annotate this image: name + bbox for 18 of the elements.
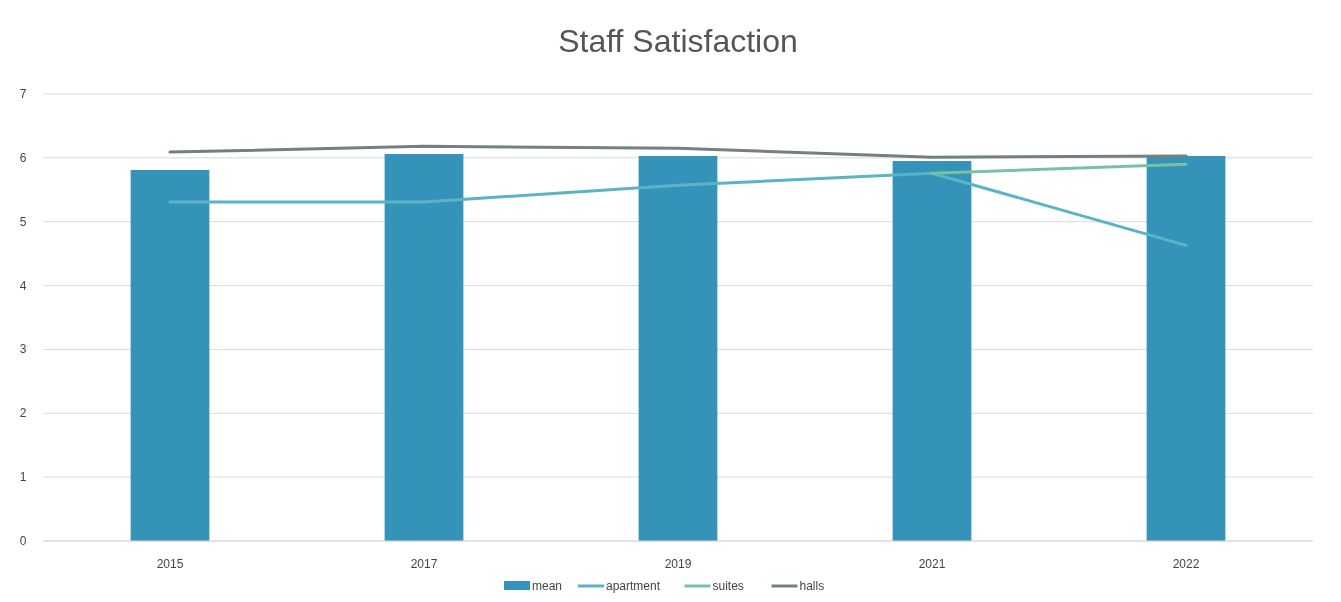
y-tick-label: 6	[19, 150, 27, 165]
chart-title: Staff Satisfaction	[558, 23, 798, 59]
x-tick-label: 2017	[410, 557, 438, 571]
y-tick-label: 5	[19, 214, 27, 229]
y-tick-label: 7	[19, 87, 27, 101]
y-tick-label: 1	[19, 470, 27, 485]
x-tick-label: 2015	[156, 557, 184, 571]
legend-label: suites	[712, 579, 744, 593]
legend-label: mean	[532, 579, 563, 593]
x-tick-label: 2021	[918, 557, 946, 571]
x-tick-label: 2019	[664, 557, 692, 571]
x-tick-label: 2022	[1172, 557, 1200, 571]
legend-label: apartment	[606, 579, 661, 593]
y-tick-label: 2	[19, 406, 27, 421]
y-tick-label: 4	[19, 278, 27, 293]
y-tick-label: 3	[19, 342, 27, 357]
legend-label: halls	[799, 579, 825, 593]
y-tick-label: 0	[19, 534, 27, 548]
